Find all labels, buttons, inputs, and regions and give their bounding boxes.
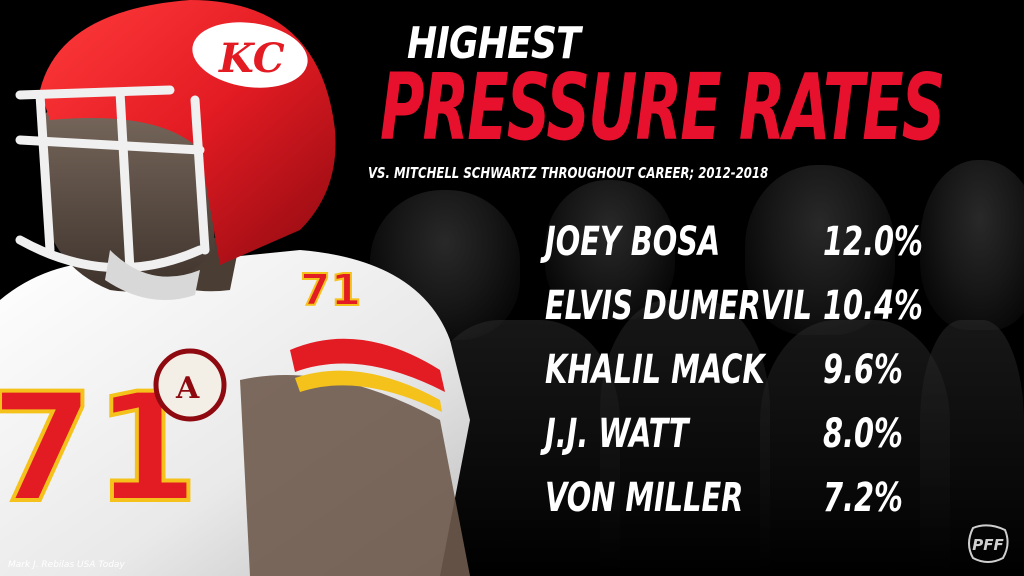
ghost-player-body-3 [760, 320, 950, 576]
player-name: J.J. WATT [545, 411, 689, 457]
subtitle: VS. MITCHELL SCHWARTZ THROUGHOUT CAREER;… [368, 164, 769, 182]
ghost-player-helmet-2 [545, 180, 675, 320]
pressure-rate: 8.0% [823, 411, 903, 457]
helmet-logo-text: KC [218, 35, 285, 82]
shoulder-number: 71 [300, 265, 361, 316]
list-item: KHALIL MACK 9.6% [545, 350, 925, 414]
photo-credit: Mark J. Rebilas USA Today [8, 560, 125, 570]
list-item: J.J. WATT 8.0% [545, 414, 925, 478]
pressure-rate: 12.0% [823, 219, 923, 265]
pff-logo-icon [968, 524, 1009, 563]
ghost-player-helmet-3 [745, 165, 895, 335]
player-name: KHALIL MACK [545, 347, 765, 393]
pressure-rate: 7.2% [823, 475, 903, 521]
pressure-rate-list: JOEY BOSA 12.0% ELVIS DUMERVIL 10.4% KHA… [545, 222, 925, 542]
pff-logo: PFF [965, 524, 1011, 564]
list-item: JOEY BOSA 12.0% [545, 222, 925, 286]
player-name: ELVIS DUMERVIL [545, 283, 812, 329]
ghost-player-helmet-4 [920, 160, 1024, 330]
player-name: JOEY BOSA [545, 219, 721, 265]
pressure-rate: 10.4% [823, 283, 923, 329]
list-item: ELVIS DUMERVIL 10.4% [545, 286, 925, 350]
title-line-2: PRESSURE RATES [380, 54, 946, 161]
list-item: VON MILLER 7.2% [545, 478, 925, 542]
svg-text:A: A [175, 371, 200, 406]
title-line-1: HIGHEST [407, 18, 581, 69]
ghost-player-body-2 [600, 300, 770, 576]
featured-player-illustration: 71 71 A KC [0, 0, 470, 576]
pressure-rate: 9.6% [823, 347, 903, 393]
player-name: VON MILLER [545, 475, 744, 521]
pff-logo-text: PFF [972, 536, 1004, 554]
